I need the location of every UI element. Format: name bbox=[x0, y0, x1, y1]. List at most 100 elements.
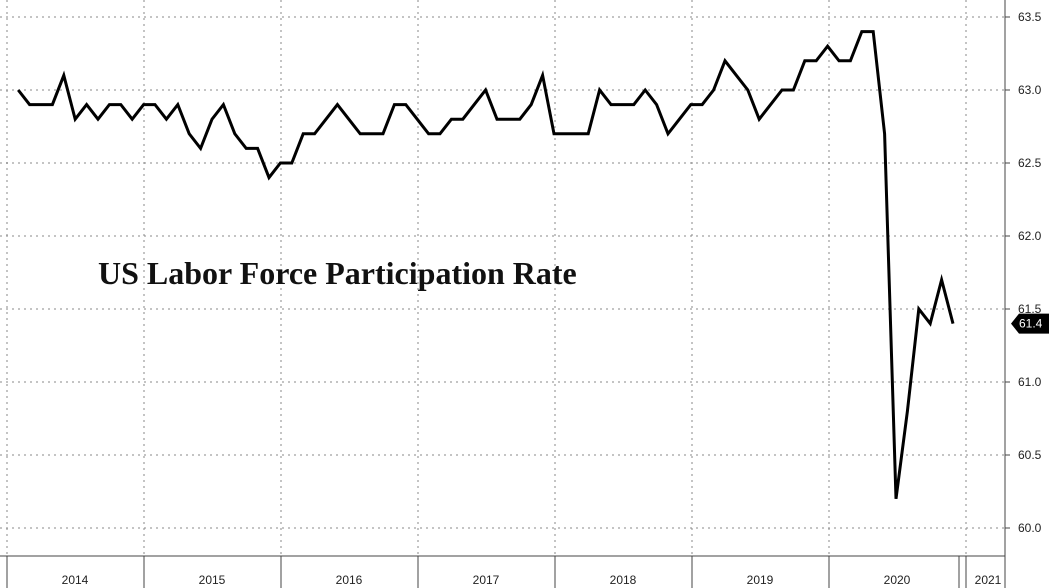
data-point bbox=[74, 118, 77, 121]
data-point bbox=[507, 118, 510, 121]
data-point bbox=[632, 103, 635, 106]
data-point bbox=[359, 132, 362, 135]
data-point bbox=[176, 103, 179, 106]
data-point bbox=[781, 89, 784, 92]
data-point bbox=[211, 118, 214, 121]
data-point bbox=[667, 132, 670, 135]
data-point bbox=[518, 118, 521, 121]
data-point bbox=[142, 103, 145, 106]
data-point bbox=[724, 59, 727, 62]
x-tick-label: 2018 bbox=[610, 573, 637, 587]
y-tick-label: 60.0 bbox=[1018, 521, 1042, 535]
series-line bbox=[17, 30, 955, 499]
data-point bbox=[803, 59, 806, 62]
data-point bbox=[313, 132, 316, 135]
data-point bbox=[473, 103, 476, 106]
data-point bbox=[62, 74, 65, 77]
y-tick-label: 61.0 bbox=[1018, 375, 1042, 389]
data-point bbox=[940, 278, 943, 281]
last-value-label: 61.4 bbox=[1019, 317, 1043, 331]
data-point bbox=[746, 89, 749, 92]
data-point bbox=[906, 410, 909, 413]
data-point bbox=[587, 132, 590, 135]
data-point bbox=[199, 147, 202, 150]
data-point bbox=[826, 45, 829, 48]
data-point bbox=[279, 162, 282, 165]
data-point bbox=[245, 147, 248, 150]
y-tick-label: 60.5 bbox=[1018, 448, 1042, 462]
data-point bbox=[883, 132, 886, 135]
y-tick-label: 62.5 bbox=[1018, 156, 1042, 170]
data-point bbox=[97, 118, 100, 121]
data-point bbox=[450, 118, 453, 121]
data-point bbox=[370, 132, 373, 135]
series-participation-rate bbox=[17, 30, 955, 500]
data-point bbox=[347, 118, 350, 121]
data-point bbox=[51, 103, 54, 106]
data-point bbox=[131, 118, 134, 121]
x-tick-label: 2016 bbox=[336, 573, 363, 587]
data-point bbox=[404, 103, 407, 106]
data-point bbox=[119, 103, 122, 106]
data-point bbox=[85, 103, 88, 106]
data-point bbox=[108, 103, 111, 106]
data-point bbox=[792, 89, 795, 92]
data-point bbox=[929, 322, 932, 325]
x-axis-ticks: 2014 2015 2016 2017 2018 2019 2020 2021 bbox=[6, 556, 1002, 588]
data-point bbox=[610, 103, 613, 106]
x-tick-label: 2021 bbox=[975, 573, 1002, 587]
data-point bbox=[416, 118, 419, 121]
vertical-gridlines bbox=[6, 0, 967, 556]
data-point bbox=[758, 118, 761, 121]
data-point bbox=[701, 103, 704, 106]
data-point bbox=[917, 308, 920, 311]
data-point bbox=[188, 132, 191, 135]
x-tick-label: 2017 bbox=[473, 573, 500, 587]
data-point bbox=[530, 103, 533, 106]
data-point bbox=[40, 103, 43, 106]
data-point bbox=[689, 103, 692, 106]
data-point bbox=[541, 74, 544, 77]
data-point bbox=[496, 118, 499, 121]
data-point bbox=[484, 89, 487, 92]
data-point bbox=[165, 118, 168, 121]
data-point bbox=[393, 103, 396, 106]
y-tick-label: 63.0 bbox=[1018, 83, 1042, 97]
data-point bbox=[712, 89, 715, 92]
data-point bbox=[222, 103, 225, 106]
data-point bbox=[678, 118, 681, 121]
last-value-badge bbox=[1011, 313, 1049, 334]
data-point bbox=[256, 147, 259, 150]
data-point bbox=[769, 103, 772, 106]
data-point bbox=[427, 132, 430, 135]
data-point bbox=[28, 103, 31, 106]
data-point bbox=[382, 132, 385, 135]
x-tick-label: 2015 bbox=[199, 573, 226, 587]
data-point bbox=[575, 132, 578, 135]
last-value-marker: 61.4 bbox=[1011, 313, 1049, 334]
data-point bbox=[895, 497, 898, 500]
y-tick-label: 61.5 bbox=[1018, 302, 1042, 316]
data-point bbox=[872, 30, 875, 33]
data-point bbox=[815, 59, 818, 62]
data-point bbox=[838, 59, 841, 62]
data-point bbox=[233, 132, 236, 135]
data-point bbox=[290, 162, 293, 165]
data-point bbox=[655, 103, 658, 106]
data-point bbox=[952, 322, 955, 325]
y-tick-label: 62.0 bbox=[1018, 229, 1042, 243]
y-tick-label: 63.5 bbox=[1018, 10, 1042, 24]
data-point bbox=[564, 132, 567, 135]
data-point bbox=[621, 103, 624, 106]
data-point bbox=[325, 118, 328, 121]
data-point bbox=[461, 118, 464, 121]
data-point bbox=[860, 30, 863, 33]
x-tick-label: 2014 bbox=[62, 573, 89, 587]
data-point bbox=[644, 89, 647, 92]
data-point bbox=[598, 89, 601, 92]
data-point bbox=[17, 89, 20, 92]
data-point bbox=[849, 59, 852, 62]
data-point bbox=[302, 132, 305, 135]
